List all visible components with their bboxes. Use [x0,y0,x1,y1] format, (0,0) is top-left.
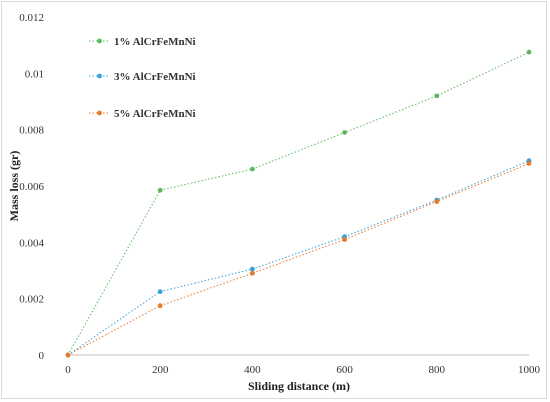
y-tick-label: 0.002 [19,294,44,306]
series-line [67,160,530,356]
data-point [157,289,163,295]
data-point [250,270,255,276]
legend-label: 3% AlCrFeMnNi [114,71,196,83]
series-line [67,51,530,356]
y-tick-label: 0.006 [19,181,44,193]
series-3 [65,161,532,358]
data-point [65,352,71,358]
data-point [526,161,532,166]
series-2 [65,158,532,358]
x-tick-label: 0 [65,364,71,376]
legend-entry: 1% AlCrFeMnNi [89,36,196,48]
data-point [157,303,163,309]
data-point [250,266,255,272]
data-point [434,199,440,204]
x-tick-label: 200 [152,364,169,376]
y-tick-label: 0.01 [25,68,44,80]
axes: 0 200 400 600 800 1000 0 0.002 0.004 0.006 0.008 0.… [19,12,540,376]
legend-entry: 3% AlCrFeMnNi [89,71,196,83]
x-tick-label: 1000 [518,364,541,376]
x-tick-label: 600 [336,364,353,376]
legend-swatch-marker [97,73,102,79]
legend-label: 1% AlCrFeMnNi [114,36,196,48]
data-point [250,166,255,172]
y-tick-label: 0.008 [19,125,44,137]
y-tick-label: 0.012 [19,12,44,24]
y-tick-label: 0.004 [19,237,44,249]
data-point [342,237,347,242]
data-point [157,187,163,193]
data-point [526,49,532,55]
legend-entry: 5% AlCrFeMnNi [89,108,196,120]
data-point [342,130,347,135]
legend-swatch-marker [97,110,102,116]
x-tick-label: 800 [429,364,446,376]
y-axis-title: Mass loss (gr) [7,151,21,222]
data-point [434,93,440,99]
series-line [67,163,530,356]
x-axis-title: Sliding distance (m) [248,379,350,393]
legend-swatch-marker [97,38,102,44]
series-1 [65,49,532,358]
x-tick-label: 400 [244,364,261,376]
series-layer [65,49,532,358]
legend: 1% AlCrFeMnNi 3% AlCrFeMnNi 5% AlCrFeMnNi [89,36,196,120]
legend-label: 5% AlCrFeMnNi [114,108,196,120]
y-tick-label: 0 [39,350,45,362]
